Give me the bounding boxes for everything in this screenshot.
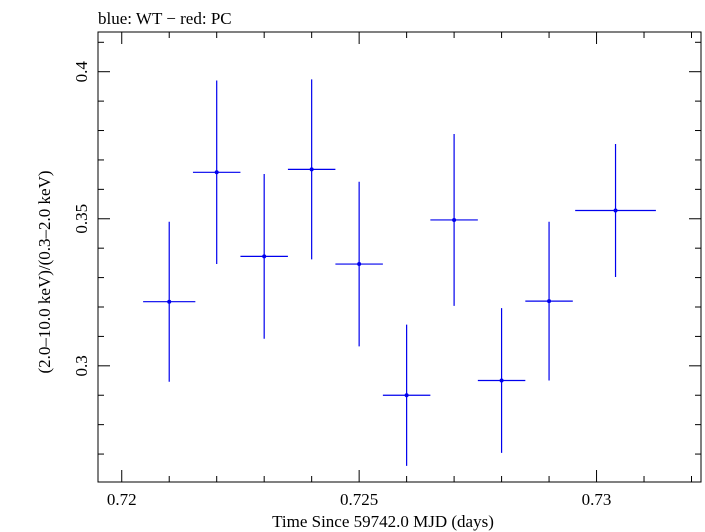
data-marker	[499, 378, 504, 383]
x-axis-label: Time Since 59742.0 MJD (days)	[272, 512, 494, 531]
data-marker	[357, 262, 362, 267]
plot-frame	[97, 31, 702, 483]
data-point	[335, 181, 383, 347]
data-marker	[452, 217, 457, 222]
data-point	[192, 80, 241, 265]
data-marker	[404, 393, 409, 398]
y-axis-label: (2.0–10.0 keV)/(0.3–2.0 keV)	[35, 170, 54, 373]
axis-ticks	[98, 32, 701, 482]
data-marker	[547, 299, 552, 304]
data-layer	[143, 79, 656, 466]
y-tick-label: 0.4	[72, 61, 91, 83]
x-tick-label: 0.725	[340, 490, 378, 509]
data-point	[525, 221, 573, 381]
data-point	[382, 324, 431, 466]
data-point	[240, 174, 288, 339]
data-marker	[262, 254, 267, 259]
x-tick-label: 0.72	[107, 490, 137, 509]
data-point	[430, 134, 478, 306]
y-tick-label: 0.3	[72, 355, 91, 376]
data-point	[143, 221, 196, 382]
y-tick-label: 0.35	[72, 204, 91, 234]
data-marker	[613, 208, 618, 213]
data-marker	[167, 299, 172, 304]
data-point	[575, 144, 656, 277]
x-tick-label: 0.73	[582, 490, 612, 509]
chart-title: blue: WT − red: PC	[98, 9, 232, 28]
data-marker	[309, 167, 314, 172]
data-point	[477, 308, 526, 453]
data-point	[287, 79, 336, 260]
tick-labels: 0.72 0.725 0.73 0.3 0.35 0.4	[72, 61, 611, 509]
data-marker	[214, 170, 219, 175]
